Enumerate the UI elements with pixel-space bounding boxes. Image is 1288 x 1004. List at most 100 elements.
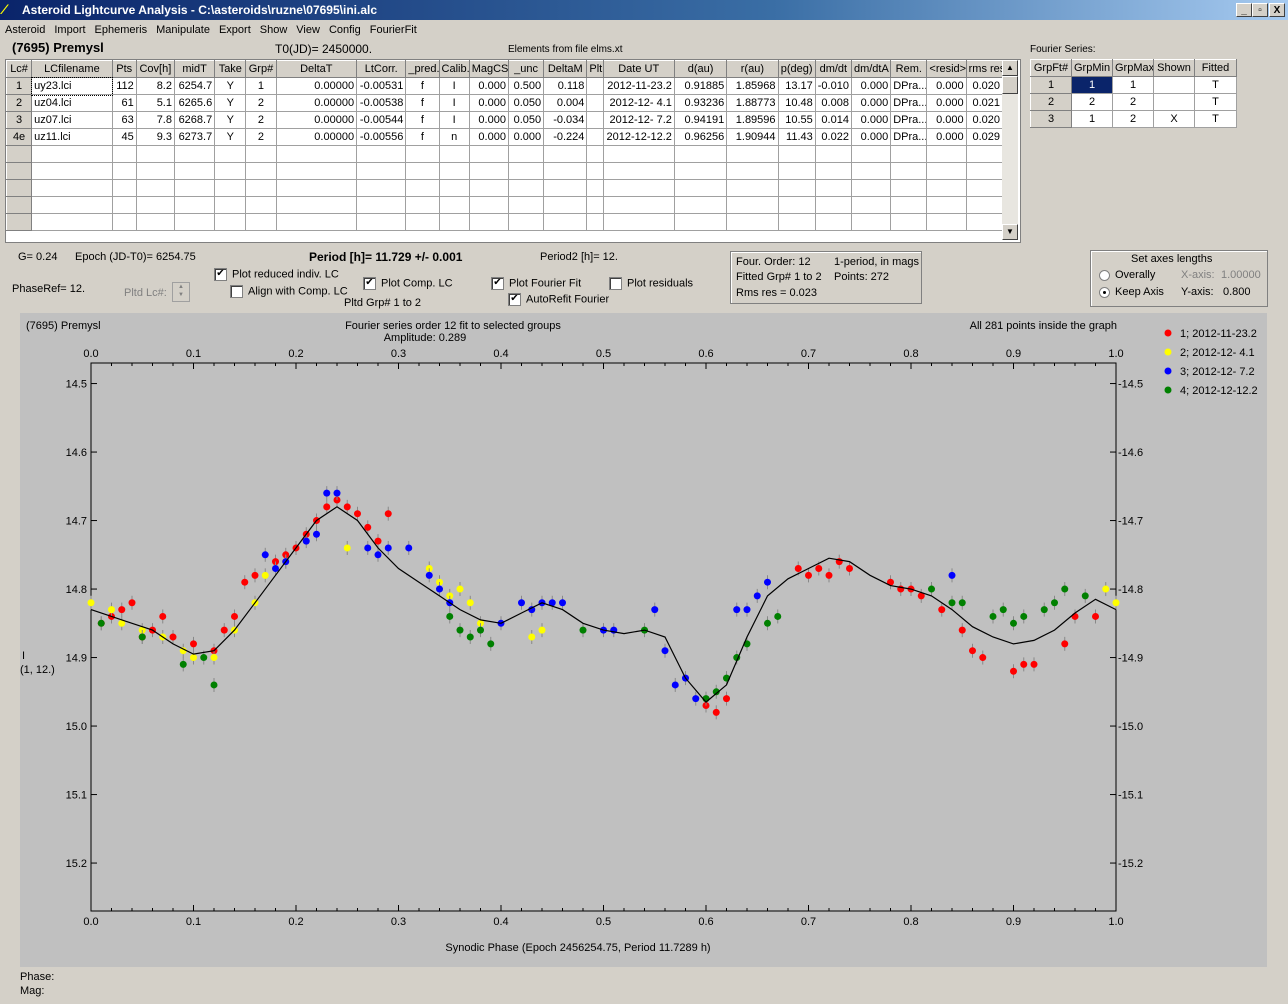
- table-cell[interactable]: [890, 179, 928, 197]
- table-cell[interactable]: [1153, 93, 1195, 111]
- menu-config[interactable]: Config: [328, 24, 361, 36]
- table-cell[interactable]: 2: [6, 94, 33, 112]
- table-cell[interactable]: [6, 179, 33, 197]
- table-cell[interactable]: T: [1194, 93, 1237, 111]
- column-header[interactable]: MagCS: [468, 60, 509, 78]
- table-cell[interactable]: [356, 213, 407, 231]
- table-cell[interactable]: [356, 196, 407, 214]
- table-cell[interactable]: [673, 196, 728, 214]
- table-cell[interactable]: -0.010: [814, 77, 852, 95]
- menu-export[interactable]: Export: [218, 24, 251, 36]
- table-cell[interactable]: [214, 179, 247, 197]
- column-header[interactable]: GrpMax: [1112, 59, 1154, 77]
- empty-row[interactable]: [6, 162, 1004, 180]
- table-cell[interactable]: [543, 213, 588, 231]
- table-cell[interactable]: 6265.6: [173, 94, 216, 112]
- table-cell[interactable]: [135, 196, 175, 214]
- table-cell[interactable]: [814, 196, 852, 214]
- table-cell[interactable]: [726, 196, 779, 214]
- table-cell[interactable]: 0.000: [850, 128, 892, 146]
- table-cell[interactable]: DPra...: [890, 77, 928, 95]
- table-cell[interactable]: [673, 145, 728, 163]
- column-header[interactable]: Pts: [111, 60, 137, 78]
- table-cell[interactable]: [468, 196, 509, 214]
- table-cell[interactable]: [173, 196, 216, 214]
- table-cell[interactable]: [405, 145, 440, 163]
- table-cell[interactable]: 10.55: [777, 111, 816, 129]
- table-cell[interactable]: [507, 179, 545, 197]
- table-cell[interactable]: [135, 179, 175, 197]
- table-cell[interactable]: -0.034: [543, 111, 588, 129]
- table-cell[interactable]: [814, 162, 852, 180]
- table-cell[interactable]: 112: [111, 77, 137, 95]
- table-cell[interactable]: [777, 145, 816, 163]
- table-cell[interactable]: 0.004: [543, 94, 588, 112]
- table-cell[interactable]: 0.00000: [275, 94, 358, 112]
- table-cell[interactable]: [135, 162, 175, 180]
- table-cell[interactable]: [673, 162, 728, 180]
- column-header[interactable]: Take: [214, 60, 247, 78]
- table-cell[interactable]: uy23.lci: [30, 76, 114, 96]
- table-cell[interactable]: [6, 145, 33, 163]
- table-cell[interactable]: 0.000: [507, 128, 545, 146]
- menu-import[interactable]: Import: [54, 24, 86, 36]
- column-header[interactable]: Rem.: [890, 60, 928, 78]
- table-cell[interactable]: 63: [111, 111, 137, 129]
- close-button[interactable]: X: [1269, 3, 1285, 17]
- table-cell[interactable]: DPra...: [890, 128, 928, 146]
- table-cell[interactable]: [111, 196, 137, 214]
- table-cell[interactable]: [111, 162, 137, 180]
- table-cell[interactable]: 0.000: [468, 77, 509, 95]
- pltd-lc-spinner[interactable]: ▲ ▼: [172, 282, 190, 302]
- table-cell[interactable]: 3: [6, 111, 33, 129]
- table-cell[interactable]: 2: [1071, 93, 1113, 111]
- table-cell[interactable]: [507, 196, 545, 214]
- table-cell[interactable]: 0.050: [507, 94, 545, 112]
- table-cell[interactable]: 4e: [6, 128, 33, 146]
- table-cell[interactable]: 1: [1112, 76, 1154, 94]
- table-cell[interactable]: DPra...: [890, 111, 928, 129]
- table-cell[interactable]: [673, 179, 728, 197]
- column-header[interactable]: Calib.: [438, 60, 470, 78]
- table-cell[interactable]: [965, 145, 1004, 163]
- table-cell[interactable]: [135, 145, 175, 163]
- table-cell[interactable]: [965, 196, 1004, 214]
- table-cell[interactable]: [507, 145, 545, 163]
- table-cell[interactable]: [543, 179, 588, 197]
- column-header[interactable]: DeltaT: [275, 60, 358, 78]
- table-cell[interactable]: 13.17: [777, 77, 816, 95]
- column-header[interactable]: GrpFt#: [1030, 59, 1072, 77]
- table-cell[interactable]: I: [438, 111, 470, 129]
- table-cell[interactable]: [214, 145, 247, 163]
- table-cell[interactable]: [275, 196, 358, 214]
- table-cell[interactable]: [890, 162, 928, 180]
- table-cell[interactable]: Y: [214, 111, 247, 129]
- table-cell[interactable]: [31, 145, 113, 163]
- table-cell[interactable]: 1: [6, 77, 33, 95]
- table-cell[interactable]: 1.90944: [726, 128, 779, 146]
- table-cell[interactable]: [814, 145, 852, 163]
- table-cell[interactable]: 9.3: [135, 128, 175, 146]
- table-cell[interactable]: 1: [1071, 110, 1113, 128]
- table-cell[interactable]: [777, 179, 816, 197]
- table-cell[interactable]: 0.000: [926, 77, 967, 95]
- table-cell[interactable]: [965, 162, 1004, 180]
- table-cell[interactable]: 0.000: [468, 128, 509, 146]
- table-cell[interactable]: T: [1194, 76, 1237, 94]
- table-cell[interactable]: -0.00556: [356, 128, 407, 146]
- table-cell[interactable]: 10.48: [777, 94, 816, 112]
- table-cell[interactable]: [6, 196, 33, 214]
- overall-radio[interactable]: Overally: [1099, 269, 1155, 281]
- table-cell[interactable]: 0.000: [468, 94, 509, 112]
- table-cell[interactable]: [405, 213, 440, 231]
- table-cell[interactable]: 2: [245, 94, 277, 112]
- table-cell[interactable]: 1.85968: [726, 77, 779, 95]
- table-cell[interactable]: I: [438, 77, 470, 95]
- table-cell[interactable]: uz07.lci: [31, 111, 113, 129]
- table-cell[interactable]: 6268.7: [173, 111, 216, 129]
- table-cell[interactable]: 0.000: [850, 77, 892, 95]
- table-cell[interactable]: 7.8: [135, 111, 175, 129]
- menu-manipulate[interactable]: Manipulate: [156, 24, 210, 36]
